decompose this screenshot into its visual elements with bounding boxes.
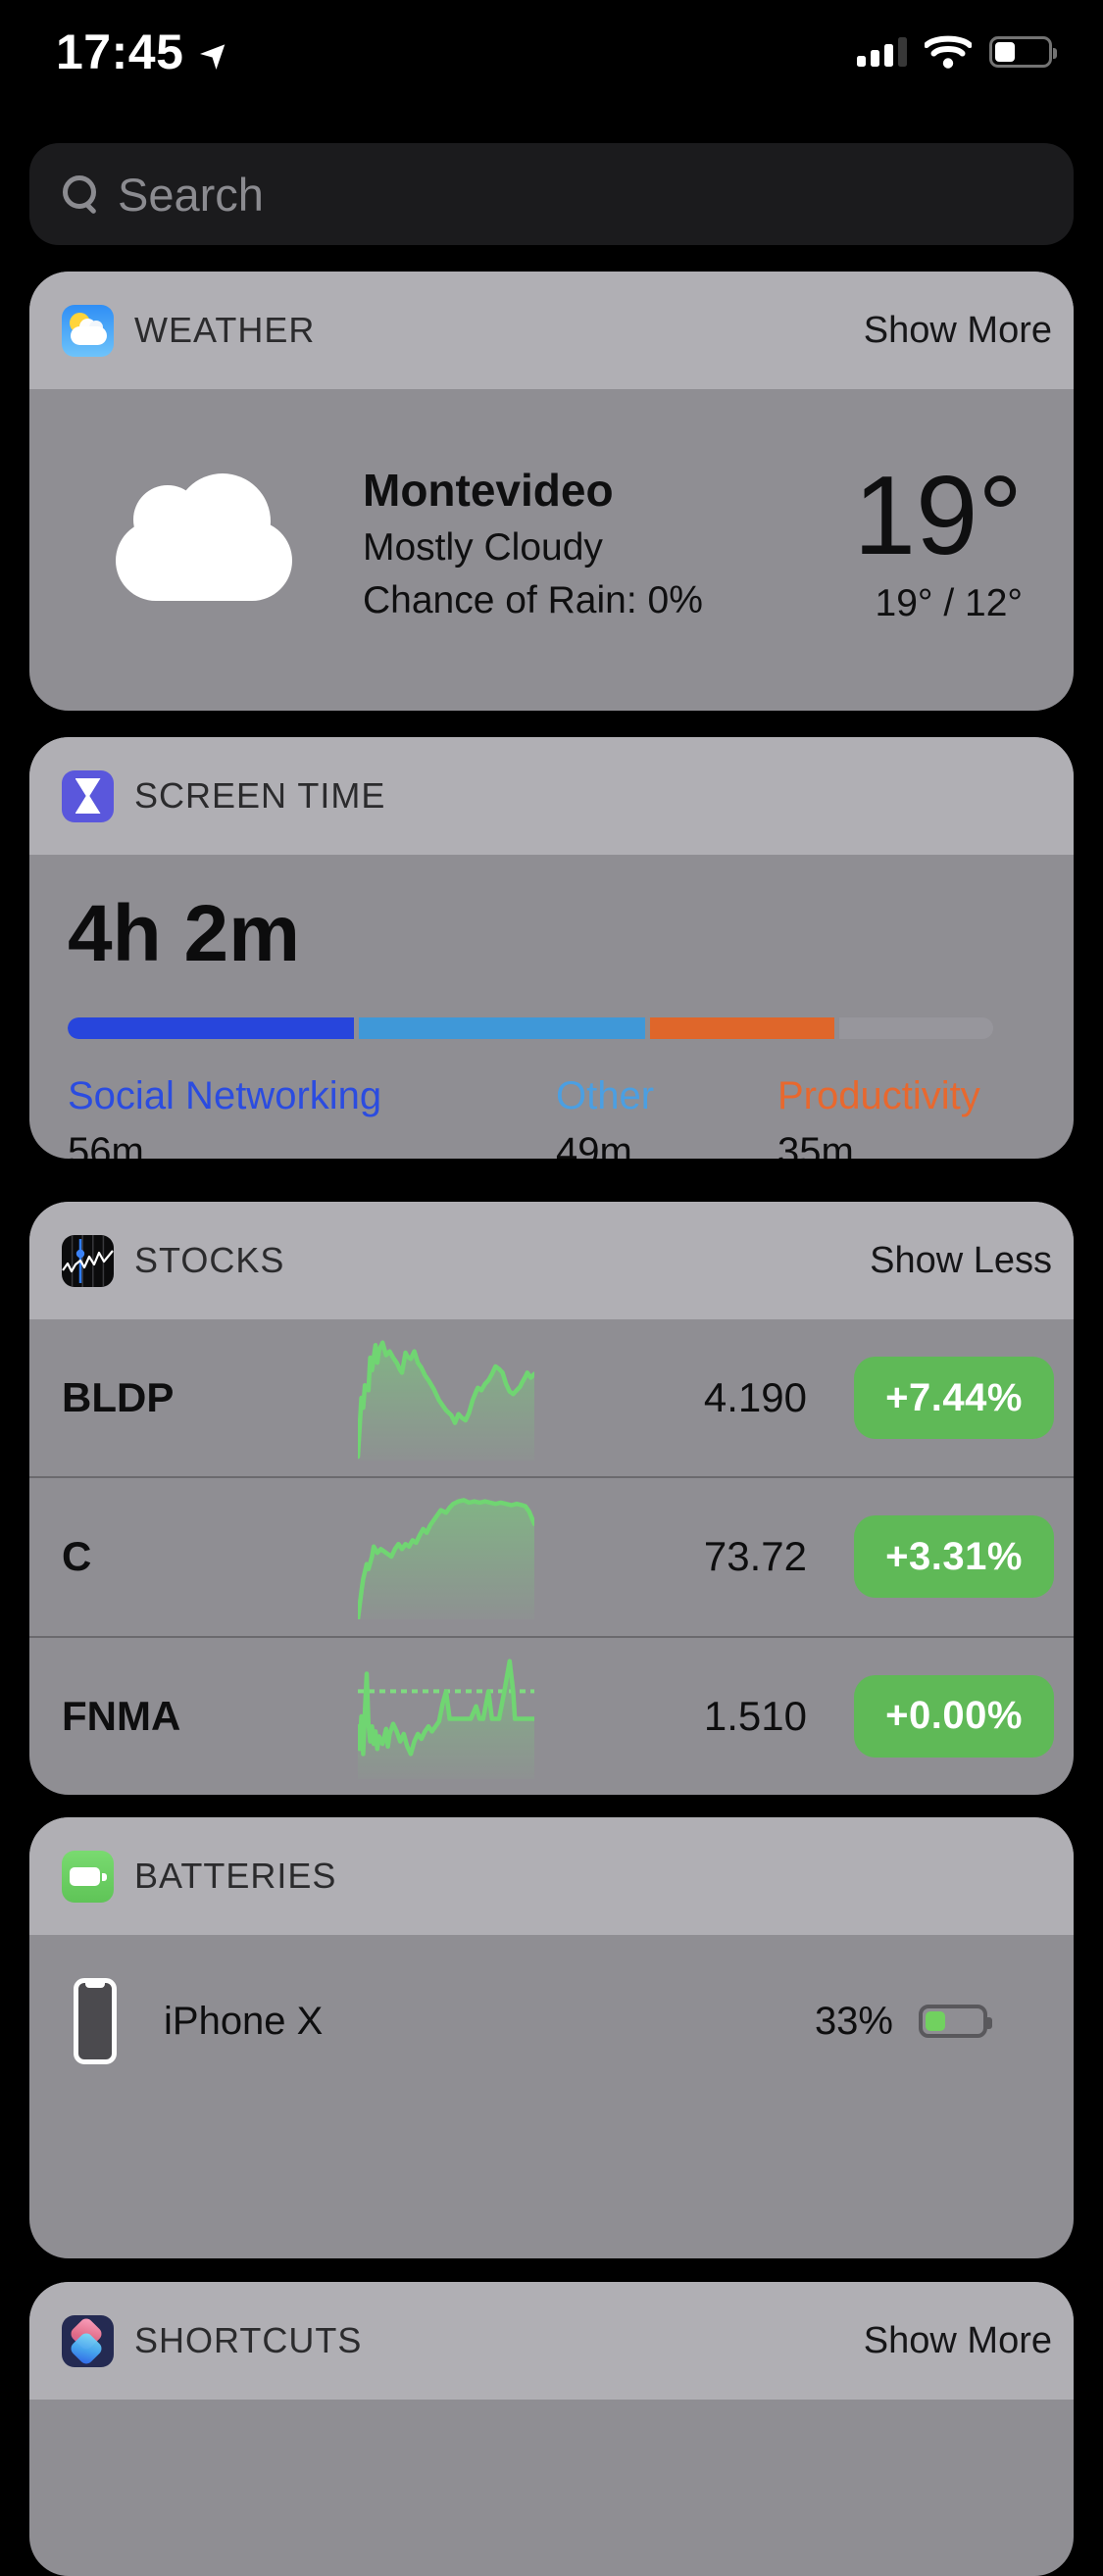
cloud-icon xyxy=(116,485,292,601)
today-view-screen: 17:45 ➤ WEATHER Show More xyxy=(0,0,1103,2388)
stock-symbol: FNMA xyxy=(62,1692,181,1739)
weather-temp: 19° xyxy=(853,454,1023,578)
screen-time-app-icon xyxy=(62,769,114,822)
stock-change-badge: +7.44% xyxy=(854,1357,1054,1440)
widget-title: WEATHER xyxy=(134,310,316,350)
screen-time-bar xyxy=(68,1017,993,1039)
shortcuts-widget-header: SHORTCUTS Show More xyxy=(29,2282,1074,2400)
stocks-widget-header: STOCKS Show Less xyxy=(29,1202,1074,1319)
stock-row[interactable]: FNMA 1.510 +0.00% xyxy=(29,1635,1074,1795)
search-icon xyxy=(63,175,96,213)
device-battery-percent: 33% xyxy=(814,1999,893,2043)
stocks-widget[interactable]: STOCKS Show Less BLDP 4.190 +7.44% C 73.… xyxy=(29,1202,1074,1795)
battery-level-icon xyxy=(919,2005,992,2038)
stock-sparkline xyxy=(358,1654,534,1779)
stock-change-badge: +3.31% xyxy=(854,1515,1054,1599)
stock-symbol: BLDP xyxy=(62,1374,175,1421)
weather-condition: Mostly Cloudy xyxy=(363,526,603,569)
battery-device-row: iPhone X 33% xyxy=(74,1960,992,2082)
category-label: Social Networking xyxy=(68,1074,382,1117)
screen-time-category: Other 49m xyxy=(556,1074,777,1159)
stock-symbol: C xyxy=(62,1533,92,1580)
stock-price: 73.72 xyxy=(703,1533,807,1580)
stock-price: 4.190 xyxy=(703,1374,807,1421)
category-label: Other xyxy=(556,1074,655,1117)
weather-rain-chance: Chance of Rain: 0% xyxy=(363,579,703,621)
show-less-button[interactable]: Show Less xyxy=(870,1239,1052,1281)
widget-title: SHORTCUTS xyxy=(134,2320,363,2360)
widget-title: BATTERIES xyxy=(134,1856,337,1896)
status-time: 17:45 xyxy=(56,25,184,79)
device-name: iPhone X xyxy=(164,1999,324,2043)
show-more-button[interactable]: Show More xyxy=(863,309,1052,351)
status-bar: 17:45 ➤ xyxy=(0,0,1103,90)
weather-app-icon xyxy=(62,304,114,357)
category-value: 35m xyxy=(777,1130,854,1159)
screen-time-widget-body: 4h 2m Social Networking 56m Other 49m Pr… xyxy=(29,855,1074,1159)
iphone-device-icon xyxy=(74,1978,117,2064)
category-value: 49m xyxy=(556,1130,632,1159)
screen-time-category: Productivity 35m xyxy=(777,1074,1025,1159)
search-input[interactable] xyxy=(118,167,1040,222)
wifi-icon xyxy=(925,35,972,69)
weather-widget-body: Montevideo Mostly Cloudy Chance of Rain:… xyxy=(29,389,1074,711)
widget-title: STOCKS xyxy=(134,1240,285,1280)
stock-sparkline xyxy=(358,1494,534,1620)
batteries-widget-header: BATTERIES xyxy=(29,1817,1074,1935)
show-more-button[interactable]: Show More xyxy=(863,2319,1052,2361)
stock-sparkline xyxy=(358,1335,534,1461)
stock-change-badge: +0.00% xyxy=(854,1674,1054,1758)
batteries-widget-body: iPhone X 33% xyxy=(29,1935,1074,2258)
battery-status-icon xyxy=(989,36,1057,68)
screen-time-widget-header: SCREEN TIME xyxy=(29,737,1074,855)
screen-time-widget[interactable]: SCREEN TIME 4h 2m Social Networking 56m … xyxy=(29,737,1074,1159)
weather-widget-header: WEATHER Show More xyxy=(29,272,1074,389)
stock-row[interactable]: C 73.72 +3.31% xyxy=(29,1476,1074,1635)
weather-high-low: 19° / 12° xyxy=(875,582,1023,624)
category-value: 56m xyxy=(68,1130,144,1159)
screen-time-category: Social Networking 56m xyxy=(68,1074,556,1159)
screen-time-total: 4h 2m xyxy=(68,889,300,978)
stocks-app-icon xyxy=(62,1234,114,1287)
stocks-widget-body: BLDP 4.190 +7.44% C 73.72 +3.31% FNMA xyxy=(29,1319,1074,1795)
widget-title: SCREEN TIME xyxy=(134,775,386,816)
location-arrow-icon: ➤ xyxy=(190,27,240,78)
stock-price: 1.510 xyxy=(703,1692,807,1739)
shortcuts-app-icon xyxy=(62,2314,114,2367)
stock-row[interactable]: BLDP 4.190 +7.44% xyxy=(29,1319,1074,1476)
search-bar[interactable] xyxy=(29,143,1074,245)
shortcuts-widget[interactable]: SHORTCUTS Show More xyxy=(29,2282,1074,2576)
cellular-signal-icon xyxy=(857,37,907,67)
batteries-app-icon xyxy=(62,1850,114,1903)
category-label: Productivity xyxy=(777,1074,980,1117)
batteries-widget[interactable]: BATTERIES iPhone X 33% xyxy=(29,1817,1074,2258)
weather-city: Montevideo xyxy=(363,465,614,516)
weather-widget[interactable]: WEATHER Show More Montevideo Mostly Clou… xyxy=(29,272,1074,711)
